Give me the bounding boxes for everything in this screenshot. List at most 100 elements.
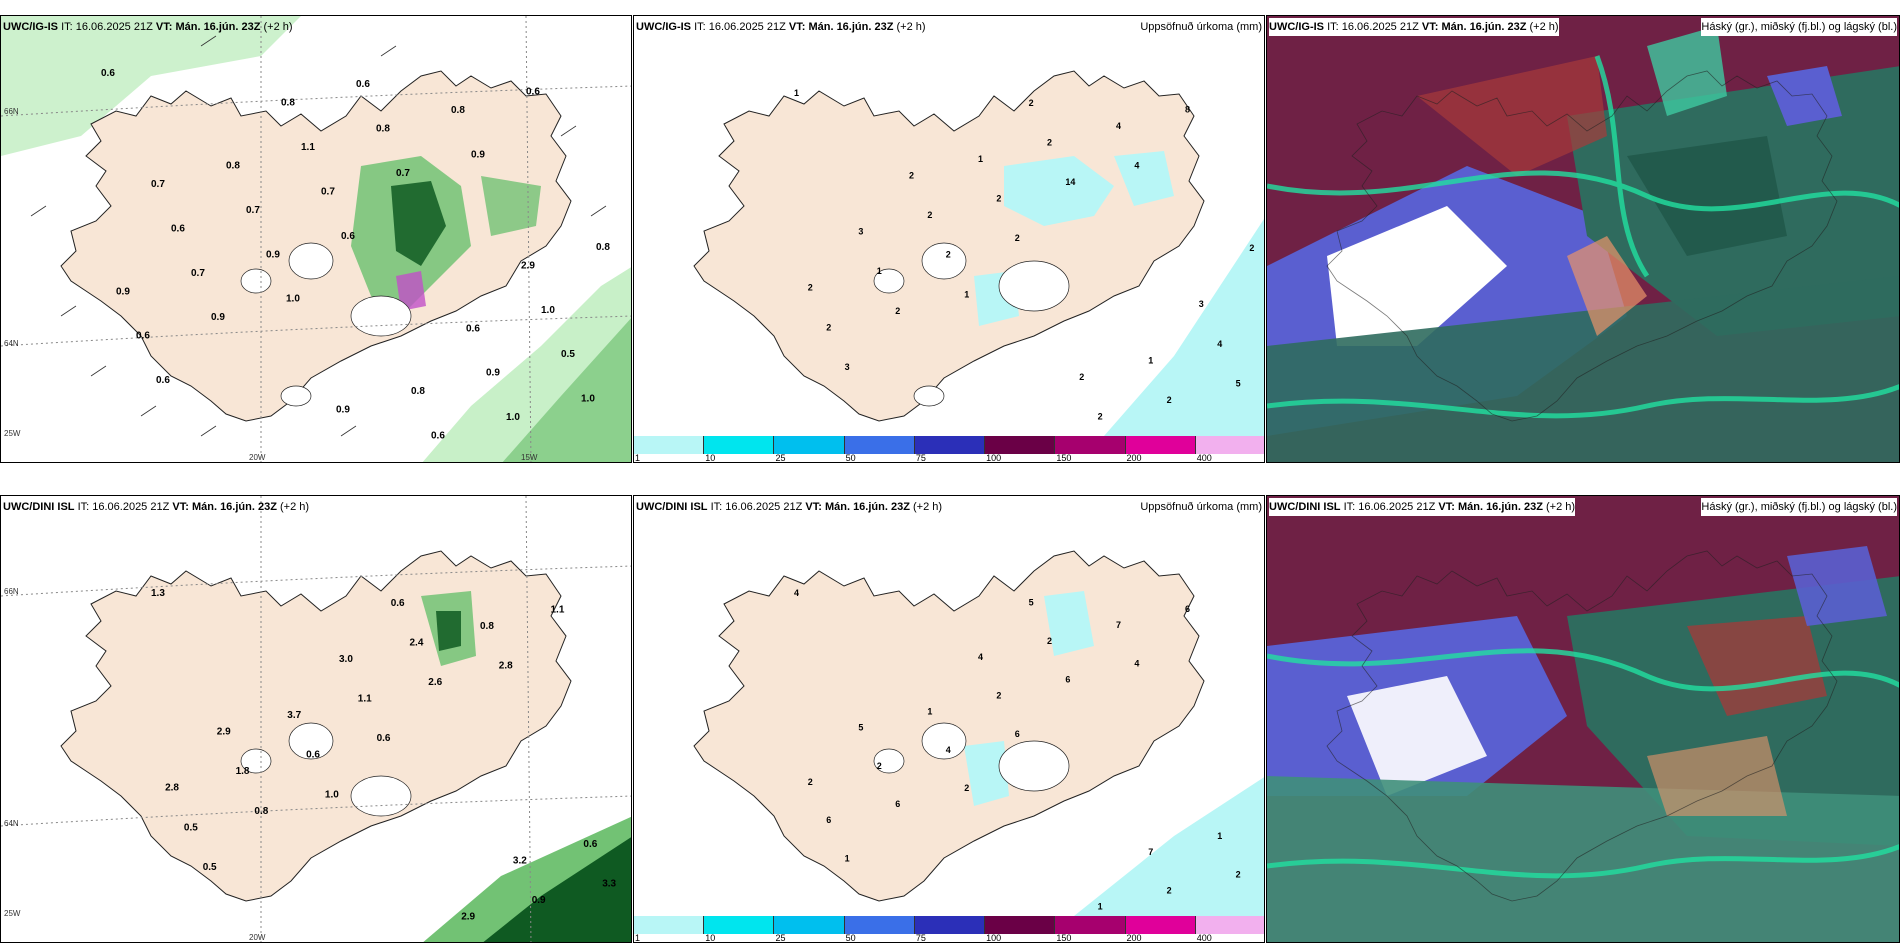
panel-header: UWC/IG-IS IT: 16.06.2025 21Z VT: Mán. 16… — [636, 21, 926, 33]
grid-label-64n: 64N — [4, 339, 19, 348]
value-label: 2 — [964, 783, 969, 793]
grid-label-64n: 64N — [4, 819, 19, 828]
value-label: 0.6 — [466, 323, 480, 334]
value-label: 0.7 — [151, 179, 165, 190]
value-label: 4 — [1134, 161, 1139, 171]
colorbar-tick-label: 400 — [1196, 933, 1212, 943]
value-label: 2 — [1249, 243, 1254, 253]
value-label: 2.8 — [499, 661, 513, 672]
value-label: 6 — [1065, 674, 1070, 684]
panel-precip-wind-dini: 20W 66N 64N 25W 1.3 1.0 2.8 0.5 0.6 1.1 0.8 2.6… — [0, 495, 632, 943]
colorbar-segment — [1055, 916, 1126, 934]
value-label: 1.3 — [151, 588, 165, 599]
value-label: 2 — [895, 306, 900, 316]
colorbar-tick-label: 25 — [775, 933, 786, 943]
colorbar-tick-label: 100 — [986, 453, 1002, 463]
value-label: 6 — [826, 815, 831, 825]
panel-header: UWC/DINI ISL IT: 16.06.2025 21Z VT: Mán.… — [1269, 498, 1576, 516]
value-label: 2 — [946, 250, 951, 260]
colorbar-segment — [1195, 436, 1264, 454]
value-label: 1 — [1098, 902, 1103, 912]
colorbar-tick-label: 75 — [915, 933, 926, 943]
value-label: 2 — [1029, 98, 1034, 108]
value-label: 0.5 — [561, 349, 575, 360]
value-label: 0.8 — [411, 386, 425, 397]
value-label: 1 — [1217, 831, 1222, 841]
value-label: 4 — [946, 745, 951, 755]
colorbar-segment — [914, 436, 986, 454]
value-label: 0.5 — [184, 822, 198, 833]
value-label: 1 — [964, 289, 969, 299]
value-label: 0.9 — [116, 286, 130, 297]
value-label: 2 — [909, 171, 914, 181]
map-clouds — [1267, 16, 1899, 462]
colorbar-segment — [704, 916, 775, 934]
value-label: 1.1 — [301, 142, 315, 153]
value-label: 1.0 — [325, 789, 339, 800]
value-label: 0.9 — [336, 405, 350, 416]
grid-label-25w: 25W — [4, 429, 21, 438]
value-label: 1 — [927, 706, 932, 716]
value-label: 2 — [1167, 886, 1172, 896]
map-precip-wind: 20W 15W 66N 64N 25W 0.6 1.0 0.9 0.6 0.6 0.6 0.… — [1, 16, 631, 462]
grid-label-20w: 20W — [249, 933, 266, 942]
value-label: 3.2 — [513, 855, 527, 866]
map-clouds — [1267, 496, 1899, 942]
value-label: 2 — [996, 690, 1001, 700]
value-label: 1.1 — [358, 694, 372, 705]
panel-subtitle: Háský (gr.), miðský (fj.bl.) og lágský (… — [1701, 18, 1897, 36]
colorbar-segment — [774, 916, 845, 934]
value-label: 0.7 — [396, 168, 410, 179]
value-label: 7 — [1116, 620, 1121, 630]
value-label: 3.0 — [339, 654, 353, 665]
value-label: 0.7 — [321, 186, 335, 197]
value-label: 2 — [1047, 636, 1052, 646]
value-label: 0.9 — [211, 312, 225, 323]
value-label: 2 — [927, 210, 932, 220]
panel-header: UWC/IG-IS IT: 16.06.2025 21Z VT: Mán. 16… — [1269, 18, 1559, 36]
value-label: 1 — [794, 88, 799, 98]
value-label: 0.6 — [526, 87, 540, 98]
value-label: 1.0 — [581, 394, 595, 405]
colorbar-tick-label: 100 — [986, 933, 1002, 943]
value-label: 0.6 — [391, 598, 405, 609]
value-label: 2.9 — [521, 260, 535, 271]
value-label: 1 — [1148, 355, 1153, 365]
value-label: 0.6 — [377, 733, 391, 744]
value-label: 4 — [1134, 658, 1139, 668]
value-label: 0.6 — [156, 375, 170, 386]
value-label: 0.8 — [281, 98, 295, 109]
panel-precip-wind-igis: 20W 15W 66N 64N 25W 0.6 1.0 0.9 0.6 0.6 0.6 0.… — [0, 15, 632, 463]
value-label: 0.6 — [101, 68, 115, 79]
value-label: 5 — [1236, 378, 1241, 388]
value-label: 3.3 — [602, 878, 616, 889]
colorbar-tick-label: 10 — [705, 453, 716, 463]
value-label: 1.0 — [286, 294, 300, 305]
value-label: 0.9 — [532, 895, 546, 906]
value-label: 5 — [1029, 598, 1034, 608]
colorbar-segment — [1125, 916, 1196, 934]
panel-subtitle: Uppsöfnuð úrkoma (mm) — [1140, 21, 1262, 33]
colorbar-tick-label: 10 — [705, 933, 716, 943]
colorbar-tick-label: 50 — [845, 453, 856, 463]
value-label: 1 — [978, 154, 983, 164]
value-label: 2 — [1236, 870, 1241, 880]
value-label: 2 — [1098, 411, 1103, 421]
value-label: 1.1 — [551, 605, 565, 616]
grid-label-25w: 25W — [4, 909, 21, 918]
colorbar-tick-label: 1 — [635, 453, 641, 463]
colorbar-segment — [774, 436, 845, 454]
value-label: 2.6 — [428, 677, 442, 688]
colorbar-segment — [914, 916, 986, 934]
colorbar-segment — [1055, 436, 1126, 454]
colorbar-tick-label: 25 — [775, 453, 786, 463]
value-label: 3 — [845, 362, 850, 372]
colorbar: 1 10 25 50 75 100 150 200 400 — [634, 436, 1264, 462]
value-label: 5 — [858, 722, 863, 732]
colorbar-segment — [634, 436, 705, 454]
value-label: 6 — [895, 799, 900, 809]
colorbar-tick-label: 400 — [1196, 453, 1212, 463]
colorbar-tick-label: 1 — [635, 933, 641, 943]
